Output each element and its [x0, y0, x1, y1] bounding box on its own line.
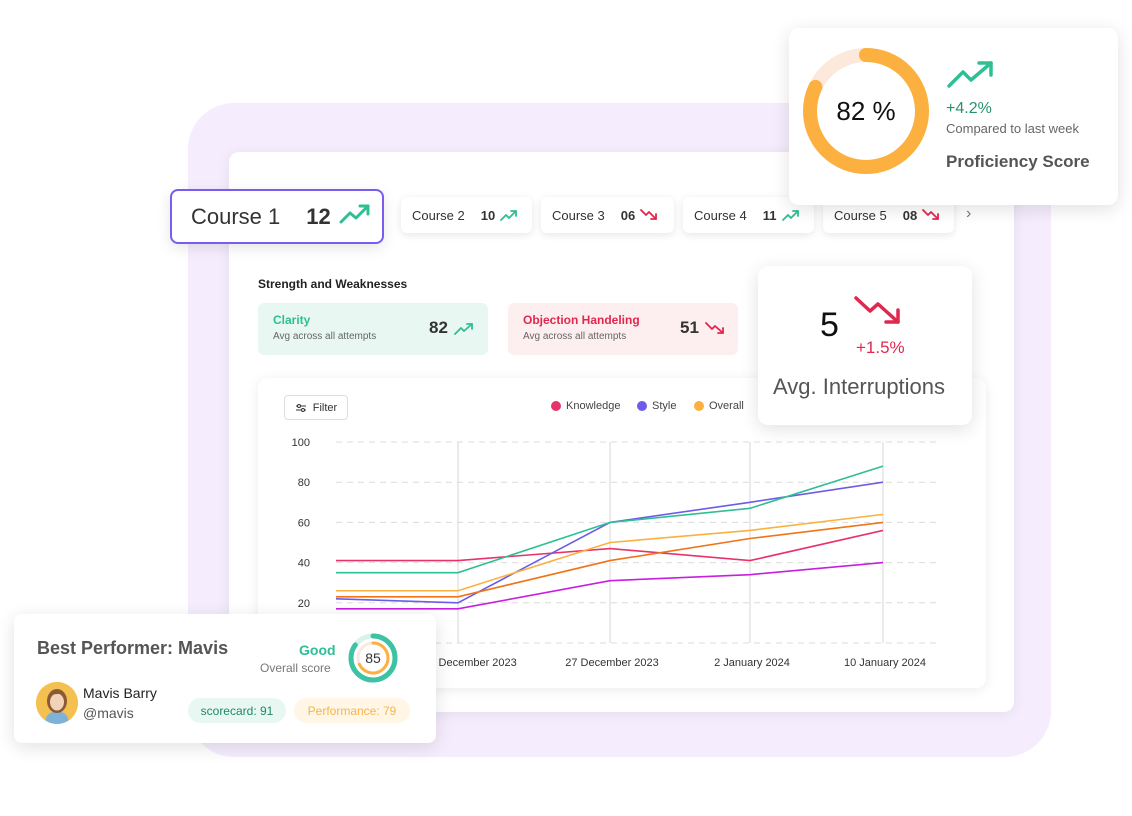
best-performer-card: Best Performer: Mavis Good Overall score… [14, 614, 436, 743]
weakness-value-wrap: 51 [680, 318, 725, 338]
series-line [336, 561, 884, 610]
legend-label: Overall [709, 400, 744, 412]
tab-course-3[interactable]: Course 3 06 [541, 197, 674, 233]
proficiency-delta: +4.2% [946, 100, 992, 117]
strength-card-clarity[interactable]: Clarity Avg across all attempts 82 [258, 303, 488, 355]
series-line [336, 513, 884, 592]
course-name: Course 5 [834, 207, 887, 223]
x-tick-label: 27 December 2023 [565, 657, 659, 669]
proficiency-value: 82 % [836, 95, 896, 126]
legend-label: Style [652, 400, 677, 412]
trend-down-icon [854, 294, 904, 331]
trend-down-icon [640, 209, 658, 221]
weakness-value: 51 [680, 318, 699, 337]
chevron-right-icon[interactable]: › [966, 205, 972, 222]
x-tick-label: 10 January 2024 [844, 657, 926, 669]
overall-score-label: Overall score [260, 661, 331, 675]
course-name: Course 3 [552, 207, 605, 223]
course-name: Course 4 [694, 207, 747, 223]
legend-dot [637, 401, 647, 411]
interruptions-value: 5 [820, 306, 839, 344]
proficiency-compare: Compared to last week [946, 121, 1079, 136]
course-value: 06 [620, 207, 636, 223]
course-value: 08 [902, 207, 918, 223]
legend-overall[interactable]: Overall [694, 400, 744, 412]
trend-up-icon [947, 59, 995, 94]
avatar[interactable] [36, 682, 78, 724]
trend-up-icon [500, 209, 518, 221]
scorecard-badge: scorecard: 91 [188, 698, 286, 723]
weakness-label: Objection Handeling [523, 313, 640, 327]
trend-down-icon [922, 209, 940, 221]
trend-up-icon [781, 209, 800, 221]
x-tick-label: 20 December 2023 [423, 657, 517, 669]
weakness-card-objection[interactable]: Objection Handeling Avg across all attem… [508, 303, 738, 355]
strength-sub: Avg across all attempts [273, 331, 377, 342]
best-performer-title: Best Performer: Mavis [37, 638, 229, 658]
score-ring [348, 633, 398, 683]
section-title: Strength and Weaknesses [258, 277, 408, 291]
series-line [336, 521, 884, 598]
series-line [336, 529, 884, 562]
proficiency-card: 82 % +4.2% Compared to last week Profici… [789, 28, 1118, 205]
trend-down-icon [705, 321, 725, 335]
strength-value: 82 [429, 318, 448, 337]
course-name: Course 2 [412, 207, 465, 223]
weakness-sub: Avg across all attempts [523, 331, 627, 342]
legend-style[interactable]: Style [637, 400, 676, 412]
legend-dot [551, 401, 561, 411]
course-name: Course 1 [191, 203, 281, 229]
interruptions-delta: +1.5% [856, 338, 905, 357]
proficiency-ring [803, 48, 929, 174]
trend-up-icon [339, 203, 371, 230]
filter-label: Filter [312, 401, 338, 414]
performance-badge: Performance: 79 [294, 698, 410, 723]
tab-course-2[interactable]: Course 2 10 [401, 197, 532, 233]
legend-dot [694, 401, 704, 411]
performer-handle: @mavis [83, 705, 134, 721]
strength-label: Clarity [273, 313, 311, 327]
x-tick-label: 2 January 2024 [714, 657, 790, 669]
legend-knowledge[interactable]: Knowledge [551, 400, 620, 412]
y-tick-label: 60 [298, 517, 310, 529]
filter-icon [295, 403, 307, 413]
strength-value-wrap: 82 [429, 318, 474, 338]
filter-button[interactable]: Filter [284, 395, 348, 420]
series-line [336, 465, 884, 574]
legend-label: Knowledge [566, 400, 621, 412]
y-tick-label: 80 [298, 477, 310, 489]
y-tick-label: 40 [298, 558, 310, 570]
trend-up-icon [454, 322, 474, 335]
proficiency-title: Proficiency Score [946, 152, 1090, 171]
course-value: 12 [306, 203, 331, 229]
course-value: 11 [762, 207, 777, 223]
rating-label: Good [299, 642, 336, 658]
interruptions-card: 5 +1.5% Avg. Interruptions [758, 266, 972, 425]
y-tick-label: 100 [292, 437, 310, 449]
y-tick-label: 20 [298, 598, 310, 610]
score-value: 85 [365, 650, 381, 666]
performer-name: Mavis Barry [83, 685, 157, 701]
course-value: 10 [480, 207, 496, 223]
tab-course-1[interactable]: Course 1 12 [170, 189, 384, 244]
interruptions-title: Avg. Interruptions [773, 374, 946, 399]
